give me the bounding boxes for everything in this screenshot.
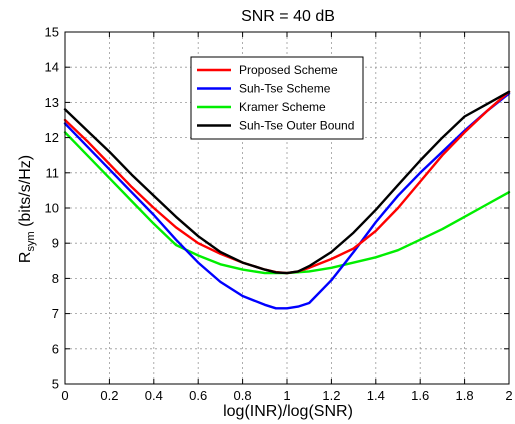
x-tick-label: 0.8 [234, 388, 252, 403]
y-tick-label: 12 [45, 130, 59, 145]
legend-label-proposed-scheme: Proposed Scheme [239, 63, 338, 77]
y-axis-label-rest: (bits/s/Hz) [17, 155, 34, 231]
legend-label-kramer-scheme: Kramer Scheme [239, 100, 326, 114]
legend-label-suh-tse-scheme: Suh-Tse Scheme [239, 82, 331, 96]
x-tick-label: 1.4 [367, 388, 385, 403]
x-tick-label: 1.6 [411, 388, 429, 403]
x-tick-label: 1.8 [456, 388, 474, 403]
y-tick-label: 7 [52, 306, 59, 321]
series-line-suh-tse-outer-bound [63, 90, 511, 275]
chart-title: SNR = 40 dB [241, 8, 335, 25]
y-tick-label: 14 [45, 60, 59, 75]
y-axis-label-sub: sym [25, 231, 37, 251]
x-tick-label: 2 [505, 388, 512, 403]
x-tick-label: 1 [283, 388, 290, 403]
y-tick-label: 6 [52, 341, 59, 356]
x-tick-label: 0.6 [189, 388, 207, 403]
x-tick-label: 0.2 [100, 388, 118, 403]
y-tick-label: 13 [45, 95, 59, 110]
y-tick-label: 9 [52, 236, 59, 251]
y-tick-label: 15 [45, 25, 59, 40]
y-tick-label: 11 [46, 165, 60, 180]
series-layer [63, 90, 511, 310]
series-line-suh-tse-scheme [63, 92, 511, 310]
x-axis-label: log(INR)/log(SNR) [223, 403, 353, 420]
legend: Proposed Scheme Suh-Tse Scheme Kramer Sche… [190, 56, 364, 140]
y-tick-label: 8 [52, 271, 59, 286]
y-axis-label: Rsym (bits/s/Hz) [17, 155, 37, 263]
x-tick-label: 1.2 [322, 388, 340, 403]
axis-ticks: 0 0.2 0.4 0.6 0.8 1 1.2 1.4 1.6 1.8 2 5 6 7 8 9 10 11 12 13… [45, 25, 513, 404]
y-axis-label-main: R [17, 252, 34, 264]
x-tick-label: 0 [61, 388, 68, 403]
y-tick-label: 10 [45, 201, 59, 216]
legend-label-suh-tse-outer-bound: Suh-Tse Outer Bound [239, 119, 354, 133]
y-tick-label: 5 [52, 377, 59, 392]
x-tick-label: 0.4 [145, 388, 163, 403]
